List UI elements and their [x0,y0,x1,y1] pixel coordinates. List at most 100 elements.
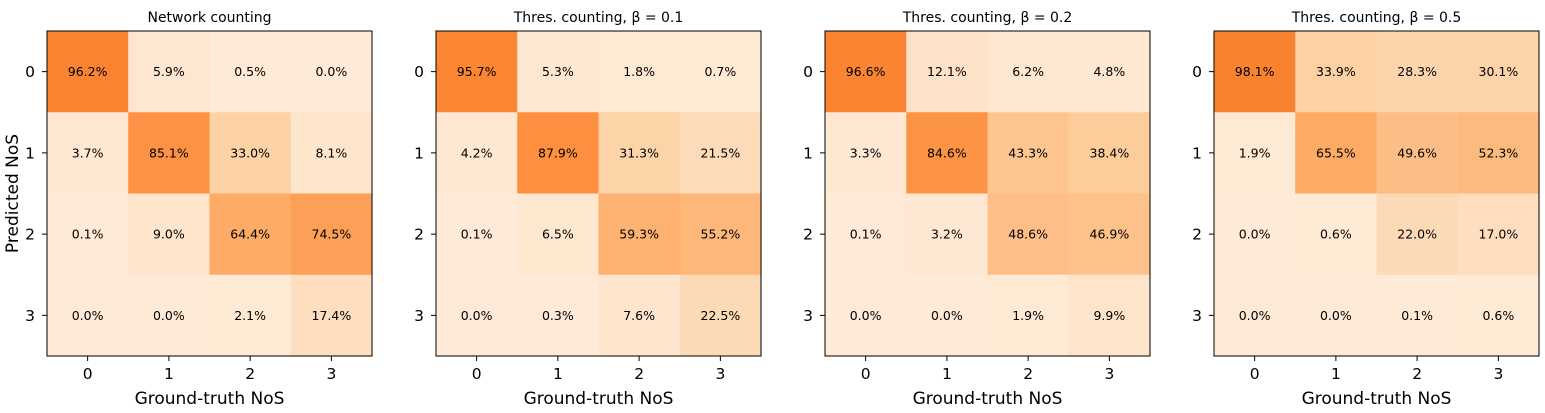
panel-0-ytick-label-0: 0 [25,63,35,81]
panel-3-cell-label-0-3: 30.1% [1479,64,1519,79]
panel-0-xtick-label-2: 2 [245,365,255,383]
panel-3-cell-label-2-3: 17.0% [1479,227,1519,242]
panel-0-cell-label-0-2: 0.5% [234,64,266,79]
panel-1-cell-3-1 [517,274,600,357]
panel-3-cell-label-3-3: 0.6% [1482,308,1514,323]
panel-1-ytick-label-2: 2 [414,226,424,244]
panel-1-cell-2-2 [598,193,681,276]
panel-2-xtick-label-2: 2 [1023,365,1033,383]
panel-3-cell-2-3 [1457,193,1540,276]
panel-1-ytick-label-3: 3 [414,307,424,325]
panel-2-cell-1-1 [906,112,989,195]
panel-2-cell-label-2-1: 3.2% [931,227,963,242]
panel-3-cell-label-1-3: 52.3% [1479,145,1519,160]
panel-0-cell-label-2-1: 9.0% [153,227,185,242]
panel-0-cell-2-1 [128,193,211,276]
panel-0-cell-label-0-0: 96.2% [68,64,108,79]
panel-0-cell-0-1 [128,31,211,113]
panel-2-xlabel: Ground-truth NoS [913,389,1063,409]
panel-1-cell-0-0 [436,31,518,113]
panel-1-cell-label-3-2: 7.6% [623,308,655,323]
panel-3-cell-label-0-1: 33.9% [1316,64,1356,79]
panel-1-cell-0-3 [679,31,762,113]
panel-2-ytick-label-0: 0 [803,63,813,81]
panel-0-cell-label-0-3: 0.0% [315,64,347,79]
panel-2-cell-label-2-0: 0.1% [850,227,882,242]
panel-1-cell-3-0 [436,274,518,357]
panel-2-cell-2-1 [906,193,989,276]
panel-1-cell-1-1 [517,112,600,195]
panel-0-cell-2-0 [47,193,129,276]
panel-2-cell-1-2 [987,112,1070,195]
panel-3-cell-label-2-0: 0.0% [1239,227,1271,242]
panel-2-cell-label-0-1: 12.1% [927,64,967,79]
panel-0-cell-3-3 [290,274,373,357]
panel-1-cell-label-1-3: 21.5% [701,145,741,160]
panel-2-cell-label-0-0: 96.6% [846,64,886,79]
panel-0-cell-label-1-1: 85.1% [149,145,189,160]
panel-3-cell-label-3-1: 0.0% [1320,308,1352,323]
panel-3-cell-0-0 [1214,31,1296,113]
panel-2-cell-2-3 [1068,193,1151,276]
panel-2-cell-label-0-2: 6.2% [1012,64,1044,79]
panel-3-frame [1213,30,1540,357]
panel-1-cell-3-3 [679,274,762,357]
panel-2-title: Thres. counting, β = 0.2 [902,10,1073,26]
panel-2-cell-3-1 [906,274,989,357]
panel-1-cell-label-2-0: 0.1% [461,227,493,242]
panel-2-cell-2-0 [825,193,907,276]
panel-1-cell-label-3-0: 0.0% [461,308,493,323]
panel-1-cell-1-3 [679,112,762,195]
panel-2-frame [824,30,1151,357]
panel-3-xtick-label-1: 1 [1331,365,1341,383]
panel-1-cell-label-2-2: 59.3% [619,227,659,242]
panel-2-cell-0-2 [987,31,1070,113]
panel-3-cell-label-2-2: 22.0% [1397,227,1437,242]
panel-1-cell-label-0-2: 1.8% [623,64,655,79]
panel-3-cell-2-2 [1376,193,1459,276]
panel-2-ytick-label-2: 2 [803,226,813,244]
panel-0-cell-label-3-0: 0.0% [72,308,104,323]
panel-2-ytick-label-3: 3 [803,307,813,325]
panel-3-cell-2-1 [1295,193,1378,276]
panel-3-xtick-label-3: 3 [1493,365,1503,383]
panel-0-cell-label-2-0: 0.1% [72,227,104,242]
panel-3-cell-3-0 [1214,274,1296,357]
panel-1-xtick-label-0: 0 [472,365,482,383]
panel-3-cell-label-3-2: 0.1% [1401,308,1433,323]
panel-3-cell-1-0 [1214,112,1296,195]
panel-3-ytick-label-3: 3 [1192,307,1202,325]
panel-0-frame [46,30,373,357]
panel-2-cell-label-0-3: 4.8% [1093,64,1125,79]
panel-1-cell-label-1-0: 4.2% [461,145,493,160]
panel-3-cell-0-1 [1295,31,1378,113]
panel-2-cell-2-2 [987,193,1070,276]
panel-2-xtick-label-3: 3 [1104,365,1114,383]
panel-1-cell-2-0 [436,193,518,276]
panel-2-cell-label-3-3: 9.9% [1093,308,1125,323]
panel-1-cell-2-3 [679,193,762,276]
panel-0-cell-3-2 [209,274,292,357]
panel-1-xtick-label-1: 1 [553,365,563,383]
panel-2-cell-label-1-2: 43.3% [1008,145,1048,160]
panel-0-ytick-label-3: 3 [25,307,35,325]
panel-0-cell-0-0 [47,31,129,113]
panel-2-cell-3-3 [1068,274,1151,357]
panel-2-cell-label-3-1: 0.0% [931,308,963,323]
panel-1-cell-label-1-1: 87.9% [538,145,578,160]
panel-1-cell-3-2 [598,274,681,357]
panel-0-cell-0-2 [209,31,292,113]
panel-1-cell-label-0-0: 95.7% [457,64,497,79]
panel-3-cell-label-1-1: 65.5% [1316,145,1356,160]
panel-3-cell-1-1 [1295,112,1378,195]
panel-0-cell-2-2 [209,193,292,276]
panel-1-cell-label-3-1: 0.3% [542,308,574,323]
panel-2-cell-label-1-1: 84.6% [927,145,967,160]
panel-0-cell-1-0 [47,112,129,195]
panel-0-ylabel: Predicted NoS [3,134,23,253]
panel-0-cell-label-2-2: 64.4% [230,227,270,242]
panel-2-cell-0-0 [825,31,907,113]
panel-3-cell-label-1-0: 1.9% [1239,145,1271,160]
panel-2-xtick-label-0: 0 [861,365,871,383]
panel-1-cell-label-2-1: 6.5% [542,227,574,242]
